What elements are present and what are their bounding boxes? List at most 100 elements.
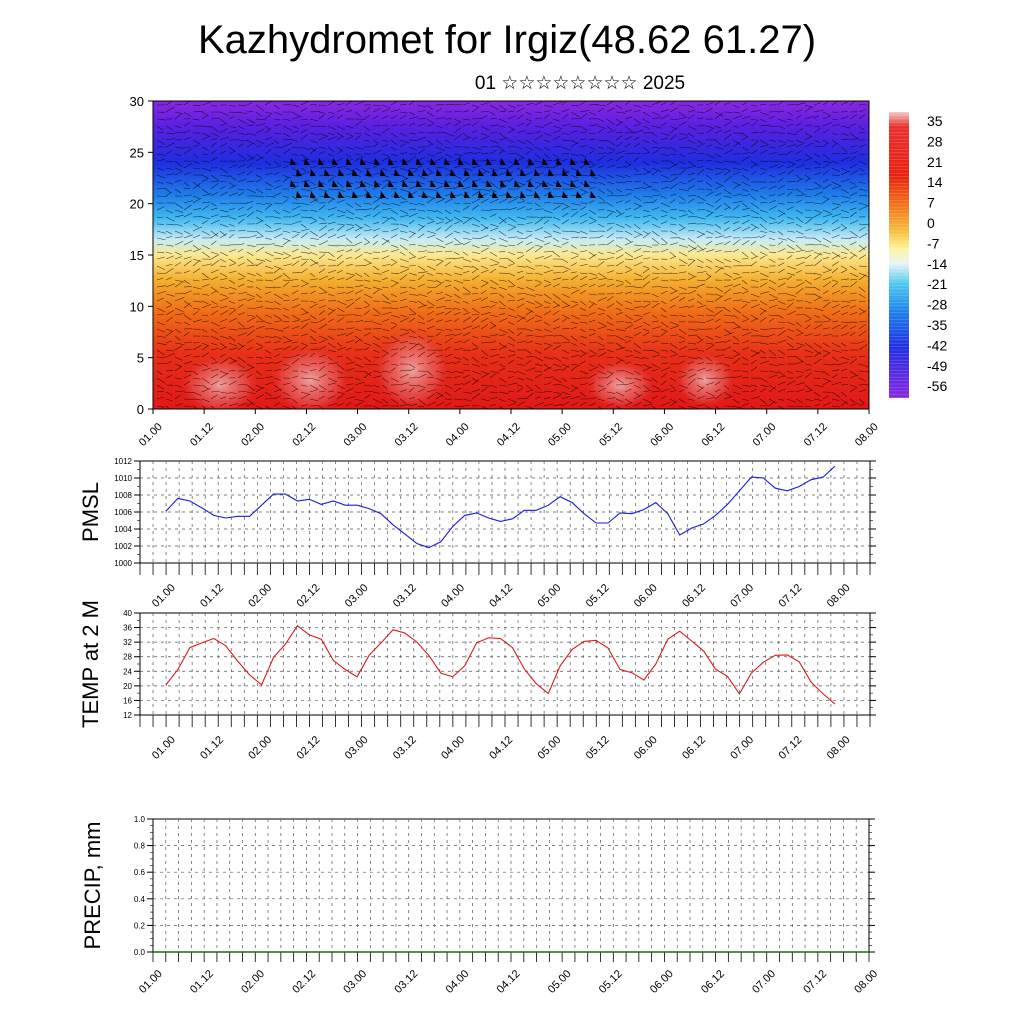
wind-streak — [786, 265, 797, 270]
wind-streak — [831, 132, 839, 135]
wind-streak — [228, 397, 236, 400]
wind-streak — [624, 215, 632, 218]
wind-streak — [183, 300, 193, 307]
wind-streak — [795, 109, 803, 113]
wind-streak — [534, 328, 542, 331]
y-tick-label: 1012 — [114, 457, 132, 466]
wind-streak — [516, 298, 525, 302]
wind-streak — [723, 167, 731, 172]
wind-streak — [840, 361, 849, 365]
wind-streak — [723, 356, 733, 359]
wind-streak — [327, 115, 335, 120]
wind-streak — [156, 349, 166, 356]
wind-streak — [237, 104, 246, 106]
wind-streak — [858, 355, 866, 358]
wind-streak — [552, 304, 560, 309]
wind-streak — [840, 300, 851, 303]
wind-streak — [597, 297, 607, 302]
wind-streak — [282, 307, 289, 311]
wind-streak — [633, 286, 643, 289]
wind-streak — [345, 209, 355, 215]
wind-streak — [273, 360, 283, 365]
wind-streak — [237, 163, 246, 169]
wind-streak — [399, 298, 407, 302]
wind-streak — [741, 384, 752, 387]
wind-streak — [300, 251, 311, 254]
wind-streak — [354, 248, 361, 253]
wind-streak — [660, 102, 667, 106]
wind-streak — [849, 169, 859, 176]
wind-streak — [633, 129, 644, 134]
wind-streak — [822, 111, 831, 116]
wind-streak — [723, 160, 734, 163]
y-tick-label: 28 — [123, 653, 132, 662]
wind-streak — [462, 356, 469, 361]
y-tick-label: 0.2 — [134, 921, 146, 930]
wind-streak — [732, 283, 741, 288]
wind-streak — [309, 328, 317, 334]
wind-streak — [336, 132, 345, 138]
wind-streak — [183, 220, 191, 225]
wind-streak — [678, 271, 687, 274]
wind-streak — [480, 387, 488, 393]
x-tick-label: 07.00 — [751, 421, 779, 449]
wind-streak — [651, 111, 661, 116]
wind-streak — [786, 293, 797, 297]
wind-streak — [246, 206, 253, 211]
wind-streak — [408, 272, 417, 276]
wind-streak — [696, 159, 704, 162]
wind-streak — [435, 250, 443, 253]
wind-streak — [435, 279, 442, 284]
wind-streak — [426, 230, 436, 234]
wind-streak — [192, 310, 199, 316]
wind-streak — [705, 369, 712, 372]
wind-streak — [597, 384, 604, 388]
wind-streak — [759, 223, 767, 230]
wind-streak — [237, 304, 244, 309]
wind-streak — [543, 139, 551, 143]
wind-streak — [759, 209, 768, 213]
wind-streak — [633, 363, 643, 366]
wind-streak — [849, 236, 857, 239]
wind-streak — [273, 377, 281, 381]
wind-streak — [372, 384, 380, 388]
wind-streak — [723, 143, 731, 148]
wind-streak — [813, 191, 823, 197]
wind-streak — [201, 102, 211, 106]
colorbar-label: 35 — [927, 113, 943, 129]
x-tick-label: 03.00 — [343, 734, 371, 762]
wind-streak — [201, 174, 209, 179]
wind-streak — [516, 153, 526, 159]
wind-streak — [714, 381, 721, 386]
wind-streak — [363, 241, 371, 246]
y-tick-label: 16 — [123, 696, 132, 705]
wind-streak — [489, 384, 497, 388]
wind-streak — [570, 104, 579, 107]
wind-streak — [723, 121, 733, 127]
wind-streak — [822, 349, 831, 354]
wind-streak — [228, 359, 238, 365]
wind-streak — [174, 356, 183, 361]
colorbar-label: 7 — [927, 195, 935, 211]
wind-streak — [309, 290, 316, 295]
wind-streak — [570, 174, 578, 179]
wind-streak — [534, 335, 545, 338]
wind-streak — [453, 272, 463, 276]
wind-streak — [525, 222, 533, 225]
wind-streak — [183, 249, 193, 253]
wind-streak — [381, 318, 390, 323]
wind-streak — [759, 251, 768, 256]
wind-streak — [831, 282, 839, 288]
wind-streak — [678, 345, 688, 351]
wind-streak — [399, 286, 407, 288]
wind-streak — [183, 122, 191, 127]
wind-streak — [660, 300, 667, 305]
wind-streak — [372, 172, 381, 176]
wind-streak — [687, 125, 697, 131]
wind-streak — [579, 188, 589, 193]
wind-streak — [615, 174, 625, 178]
wind-streak — [300, 134, 308, 141]
wind-streak — [642, 328, 649, 332]
wind-streak — [381, 156, 390, 162]
wind-streak — [399, 314, 407, 318]
